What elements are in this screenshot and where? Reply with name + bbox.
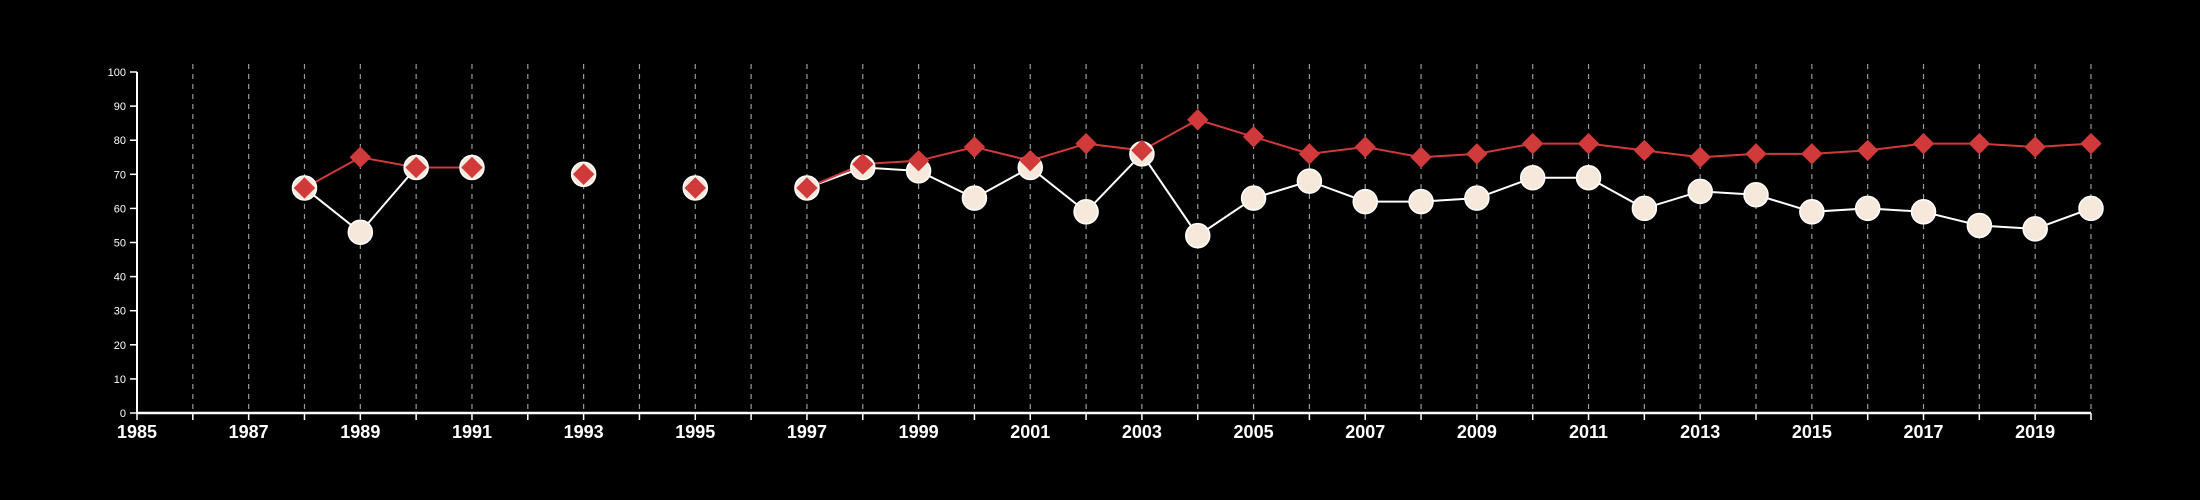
x-tick-label: 1997 xyxy=(787,422,827,442)
series-2-line xyxy=(806,118,2092,189)
series-2-point-2016 xyxy=(1856,139,1879,162)
series-1-point-2020 xyxy=(2078,195,2104,222)
series-2-point-2014 xyxy=(1745,143,1767,165)
y-tick-label: 50 xyxy=(114,238,126,250)
series-2-point-2000 xyxy=(963,136,986,158)
series-2-point-2002 xyxy=(1075,132,1097,155)
axis-layer: 0 10 20 30 40 50 60 70 80 90 100 1985 1987 1989 1991 19… xyxy=(108,67,2092,442)
y-tick-label: 70 xyxy=(114,169,126,181)
series-2-point-2006 xyxy=(1298,143,1321,165)
series-1-line xyxy=(806,152,2092,238)
x-tick-label: 2019 xyxy=(2015,422,2055,442)
series-1-point-2006 xyxy=(1296,168,1323,194)
y-tick-label: 80 xyxy=(114,135,126,147)
series-1-point-2015 xyxy=(1799,199,1825,225)
series-1-point-1989 xyxy=(347,219,374,246)
series-2-point-2019 xyxy=(2024,136,2046,158)
series-2-point-1988 xyxy=(293,177,316,199)
series-2-point-2012 xyxy=(1633,139,1656,162)
y-tick-label: 0 xyxy=(120,408,126,420)
series-1-point-2013 xyxy=(1687,178,1713,205)
x-tick-label: 2015 xyxy=(1792,422,1832,442)
series-2-point-1999 xyxy=(907,149,930,172)
series-2-point-2020 xyxy=(2080,132,2102,155)
y-tick-label: 40 xyxy=(114,272,126,284)
series-1-point-2011 xyxy=(1575,164,1602,191)
y-tick-label: 30 xyxy=(114,306,126,318)
series-2-point-1993 xyxy=(572,163,595,186)
series-1-point-2014 xyxy=(1743,182,1769,208)
series-1-point-2010 xyxy=(1519,164,1546,191)
series-2-point-1995 xyxy=(684,177,706,199)
series-1-point-2016 xyxy=(1854,195,1881,222)
x-tick-label: 2011 xyxy=(1569,422,1608,442)
series-2-point-2015 xyxy=(1801,143,1823,165)
series-1-point-2018 xyxy=(1966,212,1993,239)
series-2-point-2008 xyxy=(1410,146,1432,168)
series-2-point-1989 xyxy=(349,146,372,168)
grid-layer xyxy=(192,64,2092,413)
x-tick-label: 1989 xyxy=(340,422,380,442)
series-2-point-1998 xyxy=(852,153,874,175)
y-tick-label: 90 xyxy=(114,101,126,113)
series-2-point-2004 xyxy=(1187,109,1209,131)
series-1-line xyxy=(303,166,472,234)
series-layer xyxy=(291,109,2104,249)
x-tick-label: 2001 xyxy=(1010,422,1050,442)
x-tick-label: 1985 xyxy=(117,422,157,442)
x-tick-label: 2005 xyxy=(1234,422,1274,442)
series-2-point-2011 xyxy=(1577,132,1600,155)
series-2-point-2001 xyxy=(1019,149,1041,172)
series-1-point-2007 xyxy=(1352,188,1378,215)
series-2-point-1991 xyxy=(461,156,483,179)
series-2-point-2003 xyxy=(1131,139,1153,162)
x-tick-label: 2007 xyxy=(1345,422,1385,442)
series-1-point-2005 xyxy=(1240,185,1267,211)
series-2-point-2009 xyxy=(1466,143,1488,165)
y-tick-label: 10 xyxy=(114,374,126,386)
x-tick-label: 1995 xyxy=(675,422,715,442)
x-tick-label: 1991 xyxy=(452,422,492,442)
series-2-point-2010 xyxy=(1522,132,1544,155)
series-2-point-1990 xyxy=(405,156,427,179)
series-2-point-2007 xyxy=(1354,136,1376,158)
series-2-point-2005 xyxy=(1242,126,1265,148)
series-1-point-2019 xyxy=(2022,216,2048,242)
x-tick-label: 2013 xyxy=(1680,422,1720,442)
y-tick-label: 100 xyxy=(108,67,126,79)
series-1-point-2002 xyxy=(1073,199,1099,225)
series-1-point-2017 xyxy=(1910,199,1937,225)
x-tick-label: 2003 xyxy=(1122,422,1162,442)
series-2-point-2017 xyxy=(1912,132,1935,155)
x-tick-label: 1987 xyxy=(229,422,269,442)
series-1-point-2012 xyxy=(1631,195,1658,222)
x-tick-label: 2017 xyxy=(1903,422,1943,442)
x-tick-label: 1993 xyxy=(564,422,604,442)
series-1-point-2008 xyxy=(1408,188,1434,215)
series-1-point-2000 xyxy=(961,185,988,211)
series-2-line xyxy=(304,156,472,189)
series-1-point-2009 xyxy=(1464,185,1490,211)
series-2-point-1997 xyxy=(796,177,818,199)
series-2-point-2018 xyxy=(1968,132,1991,155)
x-tick-label: 2009 xyxy=(1457,422,1497,442)
series-1-point-2004 xyxy=(1184,222,1211,249)
y-tick-label: 60 xyxy=(114,203,126,215)
series-2-point-2013 xyxy=(1689,146,1711,168)
y-tick-label: 20 xyxy=(114,340,126,352)
x-tick-label: 1999 xyxy=(899,422,939,442)
